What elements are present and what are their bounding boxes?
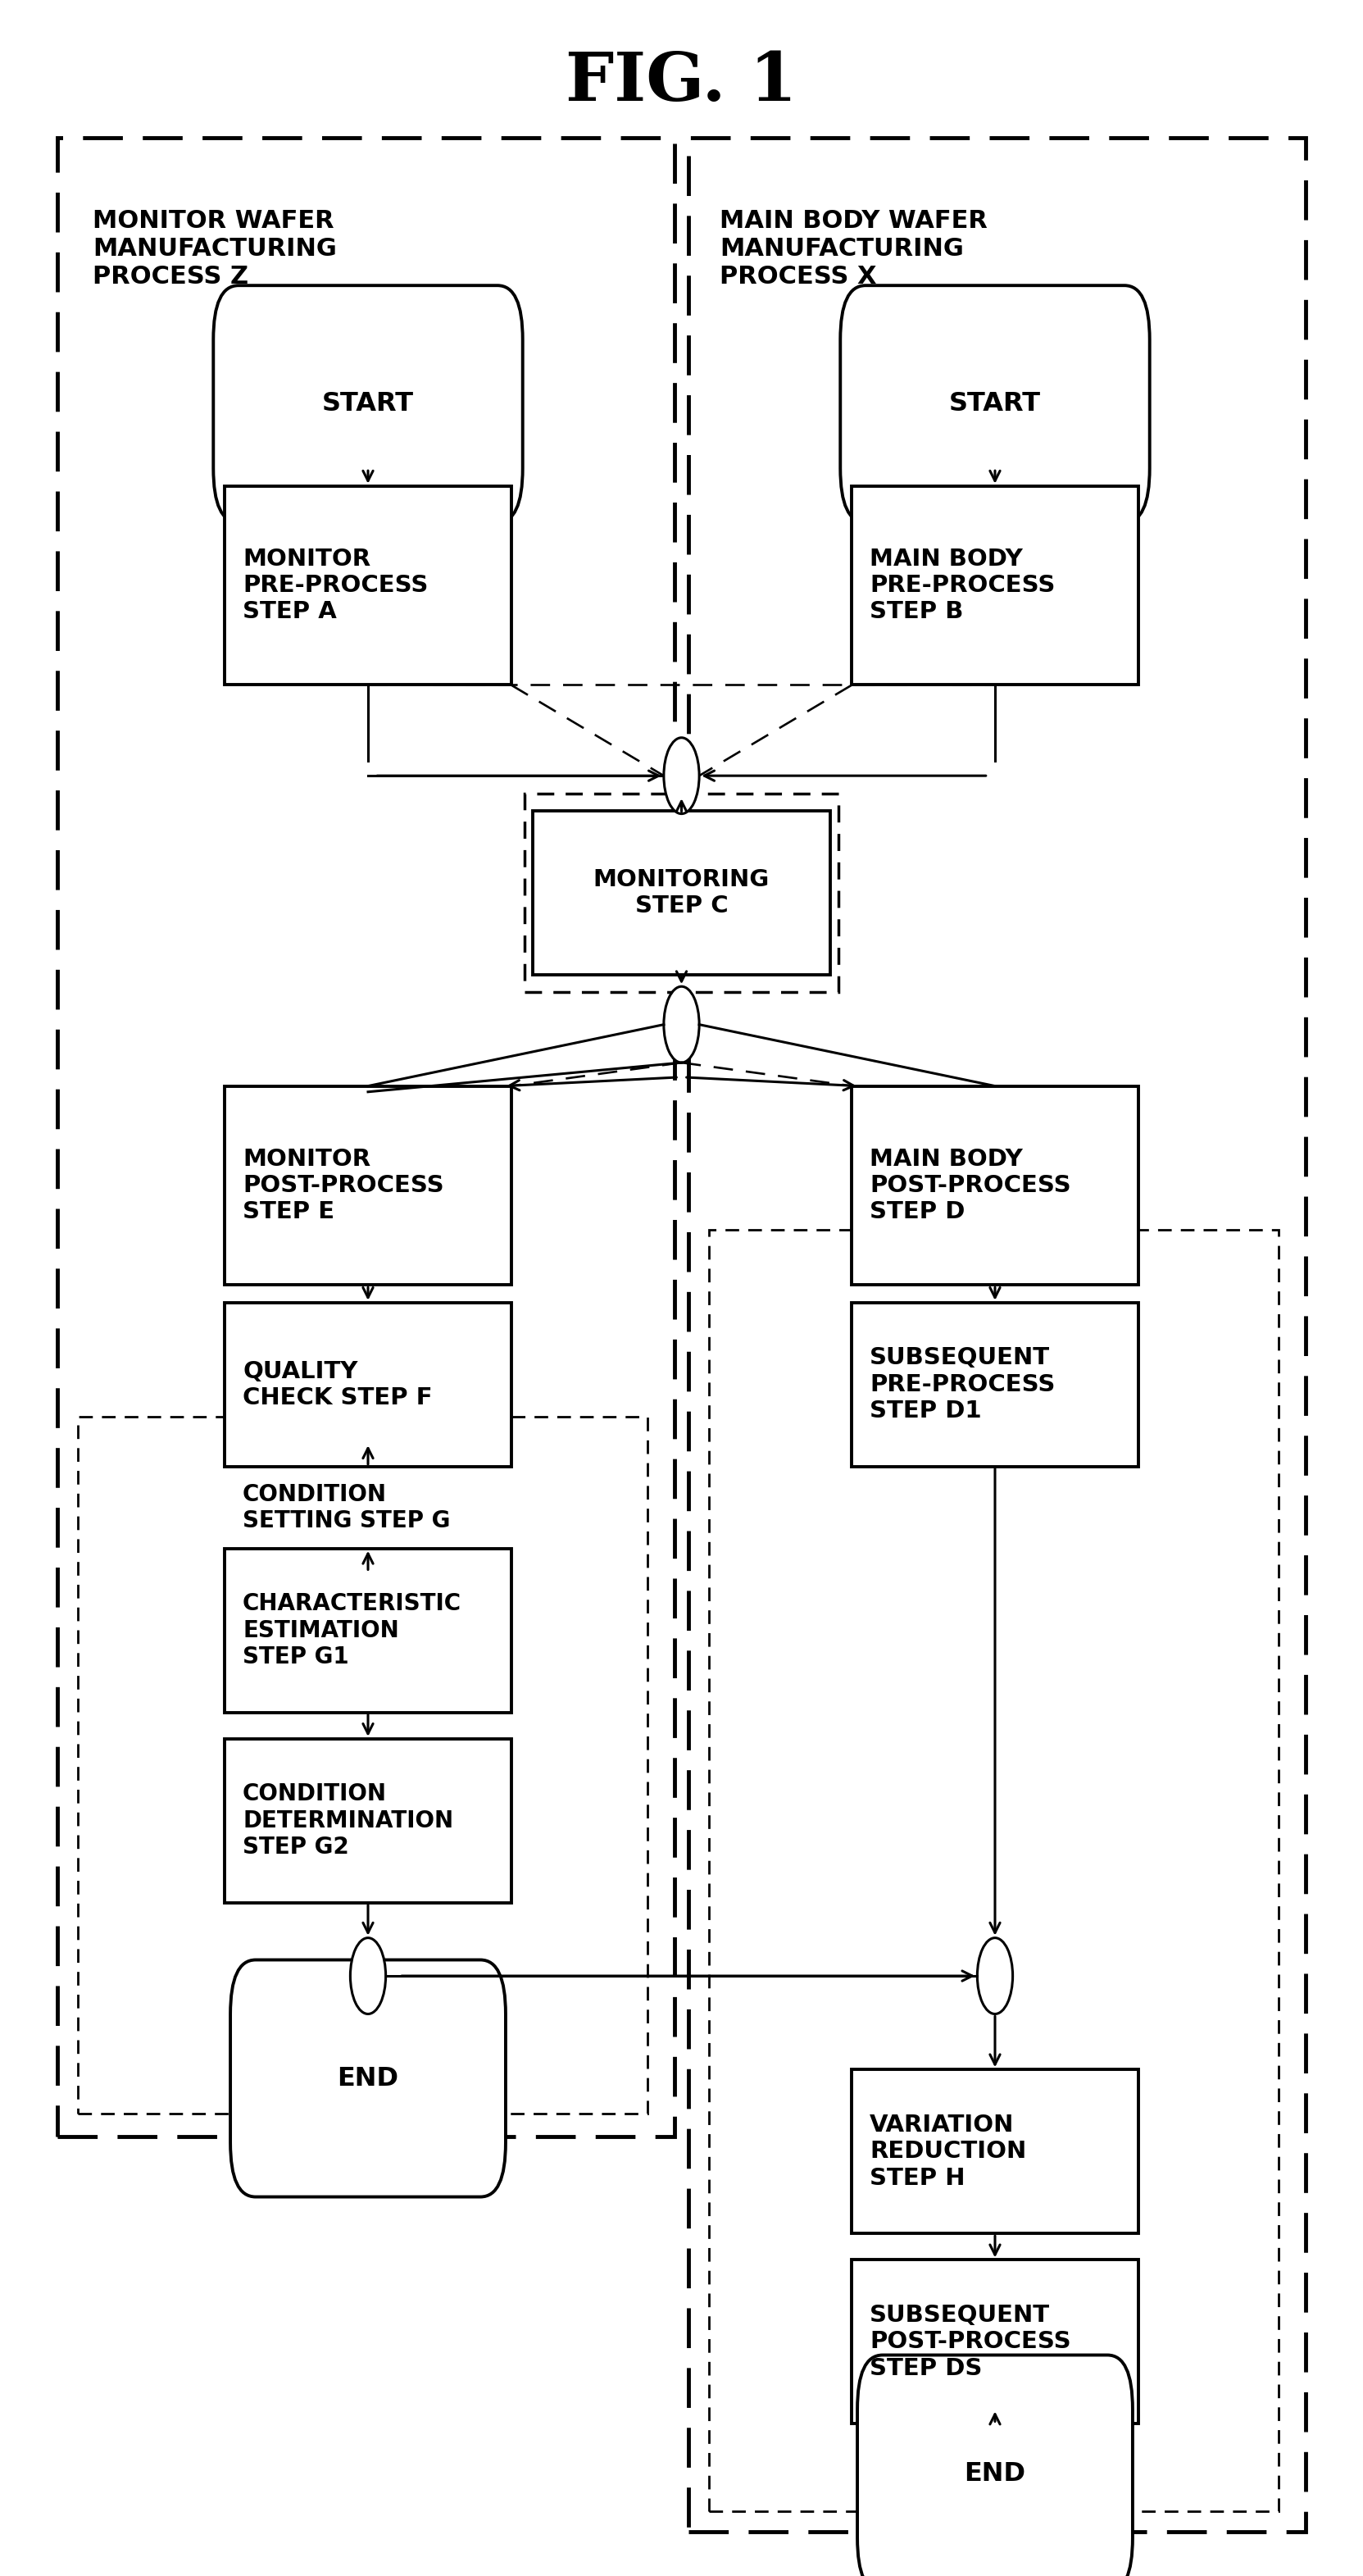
Circle shape	[664, 737, 699, 814]
Bar	[225, 1303, 511, 1466]
Text: QUALITY
CHECK STEP F: QUALITY CHECK STEP F	[243, 1360, 432, 1409]
Text: START: START	[949, 392, 1041, 417]
Circle shape	[977, 1937, 1013, 2014]
Text: MAIN BODY WAFER
MANUFACTURING
PROCESS X: MAIN BODY WAFER MANUFACTURING PROCESS X	[720, 209, 988, 289]
Text: END: END	[337, 2066, 399, 2092]
Text: CONDITION
DETERMINATION
STEP G2: CONDITION DETERMINATION STEP G2	[243, 1783, 454, 1860]
Text: MONITOR WAFER
MANUFACTURING
PROCESS Z: MONITOR WAFER MANUFACTURING PROCESS Z	[93, 209, 337, 289]
Text: FIG. 1: FIG. 1	[566, 49, 797, 116]
Text: MAIN BODY
PRE-PROCESS
STEP B: MAIN BODY PRE-PROCESS STEP B	[870, 549, 1055, 623]
Text: CHARACTERISTIC
ESTIMATION
STEP G1: CHARACTERISTIC ESTIMATION STEP G1	[243, 1592, 462, 1669]
FancyBboxPatch shape	[214, 286, 522, 523]
FancyBboxPatch shape	[857, 2354, 1133, 2576]
FancyBboxPatch shape	[230, 1960, 506, 2197]
Bar	[533, 811, 830, 974]
Text: CONDITION
SETTING STEP G: CONDITION SETTING STEP G	[243, 1484, 450, 1533]
Bar	[225, 487, 511, 685]
Bar	[225, 1087, 511, 1285]
Bar	[852, 487, 1138, 685]
Text: MONITOR
POST-PROCESS
STEP E: MONITOR POST-PROCESS STEP E	[243, 1146, 444, 1224]
Bar	[852, 2259, 1138, 2424]
Bar	[709, 1229, 1278, 2512]
Bar	[525, 793, 838, 992]
Bar	[852, 2069, 1138, 2233]
Text: MONITORING
STEP C: MONITORING STEP C	[593, 868, 770, 917]
Bar	[225, 1739, 511, 1904]
Text: START: START	[322, 392, 414, 417]
Bar	[852, 1087, 1138, 1285]
Text: MONITOR
PRE-PROCESS
STEP A: MONITOR PRE-PROCESS STEP A	[243, 549, 428, 623]
Text: SUBSEQUENT
POST-PROCESS
STEP DS: SUBSEQUENT POST-PROCESS STEP DS	[870, 2303, 1071, 2380]
Text: SUBSEQUENT
PRE-PROCESS
STEP D1: SUBSEQUENT PRE-PROCESS STEP D1	[870, 1347, 1055, 1422]
FancyBboxPatch shape	[841, 286, 1149, 523]
Circle shape	[664, 987, 699, 1061]
Bar	[225, 1548, 511, 1713]
Text: VARIATION
REDUCTION
STEP H: VARIATION REDUCTION STEP H	[870, 2112, 1026, 2190]
Text: MAIN BODY
POST-PROCESS
STEP D: MAIN BODY POST-PROCESS STEP D	[870, 1146, 1071, 1224]
Bar	[852, 1303, 1138, 1466]
Bar	[78, 1417, 647, 2112]
Circle shape	[350, 1937, 386, 2014]
Bar	[688, 137, 1306, 2532]
Text: END: END	[964, 2460, 1026, 2486]
Bar	[57, 137, 675, 2138]
